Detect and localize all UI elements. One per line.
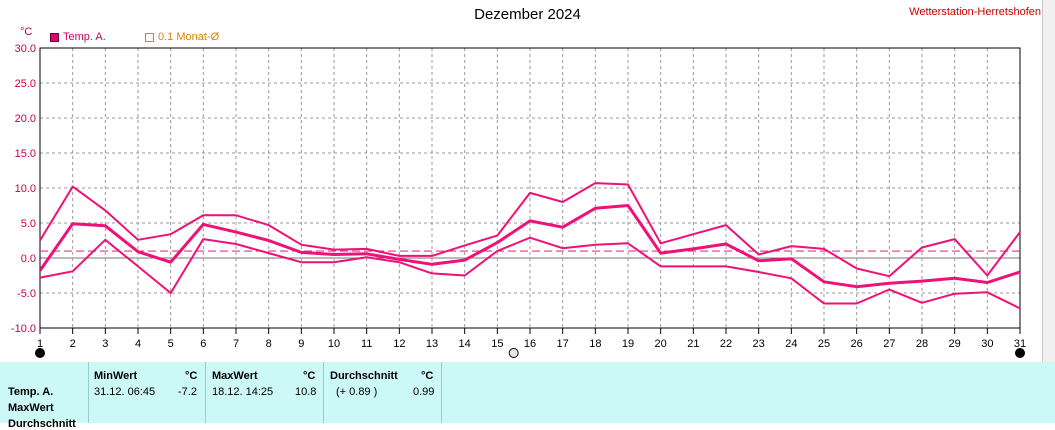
legend-swatch-temp bbox=[50, 32, 59, 42]
max-datetime: 18.12. 14:25 bbox=[212, 386, 274, 398]
x-tick-label: 26 bbox=[851, 338, 863, 350]
y-axis-ticks: 30.0 25.0 20.0 15.0 10.0 5.0 0.0 -5.0 -10.0 bbox=[11, 43, 36, 335]
y-tick-label: 30.0 bbox=[15, 43, 36, 55]
row-label-temp: Temp. A. bbox=[8, 386, 54, 398]
x-tick-label: 13 bbox=[426, 338, 438, 350]
moon-markers bbox=[35, 348, 1025, 358]
x-tick-label: 9 bbox=[298, 338, 304, 350]
y-tick-label: -5.0 bbox=[17, 288, 36, 300]
avg-diff: (+ 0.89 ) bbox=[336, 386, 378, 398]
legend-label-monthly: 0.1 Monat-Ø bbox=[158, 31, 220, 43]
series-lines bbox=[38, 182, 1021, 310]
col-separator bbox=[88, 362, 89, 423]
y-tick-label: -10.0 bbox=[11, 323, 36, 335]
x-tick-label: 11 bbox=[361, 338, 372, 350]
avg-value: 0.99 bbox=[413, 386, 435, 398]
x-tick-label: 22 bbox=[720, 338, 732, 350]
x-axis-ticks: 1 2 3 4 5 6 7 8 9 10 11 12 13 14 15 16 17 18 19 20 21 22 23 24 2… bbox=[37, 328, 1026, 350]
max-unit: °C bbox=[303, 370, 316, 382]
y-axis-unit: °C bbox=[20, 26, 33, 38]
legend-monthly-mean[interactable]: 0.1 Monat-Ø bbox=[145, 31, 219, 43]
y-tick-label: 25.0 bbox=[15, 78, 36, 90]
x-tick-label: 3 bbox=[102, 338, 108, 350]
min-unit: °C bbox=[185, 370, 198, 382]
x-tick-label: 25 bbox=[818, 338, 830, 350]
legend-label-temp: Temp. A. bbox=[63, 31, 106, 43]
y-tick-label: 20.0 bbox=[15, 113, 36, 125]
x-tick-label: 20 bbox=[655, 338, 667, 350]
x-tick-label: 24 bbox=[785, 338, 797, 350]
new-moon-icon bbox=[35, 348, 45, 358]
full-moon-icon bbox=[508, 348, 519, 358]
x-tick-label: 18 bbox=[589, 338, 601, 350]
stats-panel: Temp. A. MaxWert Durchschnitt MinWert °C… bbox=[0, 362, 1055, 430]
chart-title: Dezember 2024 bbox=[474, 6, 581, 23]
series-line-min bbox=[39, 236, 1021, 310]
avg-header: Durchschnitt bbox=[330, 370, 398, 382]
series-line-avg bbox=[38, 204, 1021, 289]
col-separator bbox=[441, 362, 442, 423]
max-header: MaxWert bbox=[212, 370, 258, 382]
x-tick-label: 6 bbox=[200, 338, 206, 350]
x-tick-label: 5 bbox=[168, 338, 174, 350]
min-value: -7.2 bbox=[178, 386, 197, 398]
x-tick-label: 28 bbox=[916, 338, 928, 350]
min-header: MinWert bbox=[94, 370, 138, 382]
min-datetime: 31.12. 06:45 bbox=[94, 386, 156, 398]
series-line-max bbox=[39, 182, 1021, 278]
x-tick-label: 12 bbox=[393, 338, 405, 350]
col-separator bbox=[205, 362, 206, 423]
max-value: 10.8 bbox=[295, 386, 317, 398]
new-moon-icon bbox=[1015, 348, 1025, 358]
legend-temp[interactable]: Temp. A. bbox=[50, 31, 106, 43]
x-tick-label: 30 bbox=[981, 338, 993, 350]
x-tick-label: 23 bbox=[753, 338, 765, 350]
x-tick-label: 27 bbox=[883, 338, 895, 350]
y-tick-label: 15.0 bbox=[15, 148, 36, 160]
col-separator bbox=[323, 362, 324, 423]
x-tick-label: 10 bbox=[328, 338, 340, 350]
x-tick-label: 2 bbox=[70, 338, 76, 350]
x-tick-label: 16 bbox=[524, 338, 536, 350]
x-tick-label: 8 bbox=[266, 338, 272, 350]
x-tick-label: 21 bbox=[687, 338, 699, 350]
x-tick-label: 4 bbox=[135, 338, 141, 350]
vertical-scrollbar[interactable] bbox=[1042, 0, 1055, 362]
x-tick-label: 15 bbox=[491, 338, 503, 350]
x-tick-label: 14 bbox=[459, 338, 471, 350]
x-tick-label: 1 bbox=[37, 338, 43, 350]
x-tick-label: 7 bbox=[233, 338, 239, 350]
x-tick-label: 19 bbox=[622, 338, 634, 350]
legend-swatch-monthly bbox=[145, 32, 154, 42]
y-tick-label: 10.0 bbox=[15, 183, 36, 195]
y-tick-label: 0.0 bbox=[21, 253, 36, 265]
x-tick-label: 17 bbox=[557, 338, 569, 350]
avg-unit: °C bbox=[421, 370, 434, 382]
x-tick-label: 29 bbox=[949, 338, 961, 350]
station-name: Wetterstation-Herretshofen bbox=[909, 6, 1041, 18]
y-tick-label: 5.0 bbox=[21, 218, 36, 230]
row-label-max: MaxWert bbox=[8, 402, 54, 414]
x-tick-label: 31 bbox=[1014, 338, 1026, 350]
row-label-avg: Durchschnitt bbox=[8, 418, 76, 430]
